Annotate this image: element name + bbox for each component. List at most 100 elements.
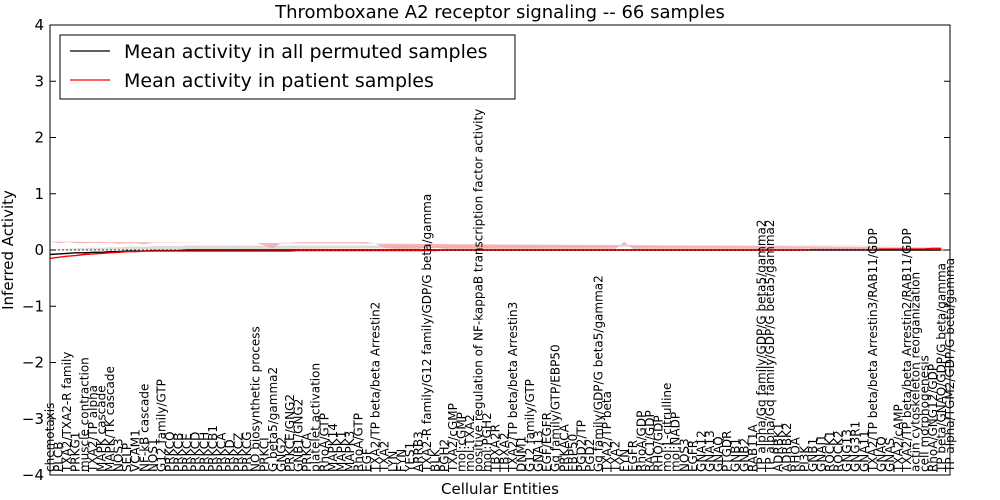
x-tick-label: TXA2/TXA2-R family (60, 352, 74, 473)
x-tick-label: PI3K (797, 445, 811, 472)
x-tick-label: VCAM1 (129, 429, 143, 472)
x-tick-label: RhoA/GDP (634, 411, 648, 472)
y-tick-label: −2 (22, 354, 44, 372)
x-tick-label: GNG3R1 (849, 421, 863, 472)
x-tick-label: GNG2 (274, 437, 288, 472)
x-tick-label: TXA2-R family/G12 family/GDP/G beta/gamm… (420, 194, 434, 473)
x-tick-label: TXA2/cGMP (446, 403, 460, 473)
y-tick-label: 4 (34, 16, 44, 34)
x-tick-label: TXA2/TP beta/beta Arrestin3/RAB11/GDP (866, 228, 880, 473)
chart-title: Thromboxane A2 receptor signaling -- 66 … (274, 2, 725, 23)
x-tick-label: mol:cGMP (454, 412, 468, 472)
x-tick-label: TXA2/cAMP (892, 404, 906, 473)
x-tick-label: GNB1/GNG2 (292, 399, 306, 472)
x-tick-label: TXA2/TP beta/beta Arrestin2/RAB11/GDP (900, 228, 914, 473)
x-tick-label: Gq family/GDP/G beta5/gamma2 (592, 275, 606, 472)
legend-label-patient: Mean activity in patient samples (124, 70, 434, 92)
x-tick-label: RAB11A (746, 423, 760, 472)
x-tick-label: GNA12 (694, 430, 708, 472)
x-tick-label: mol:L-citrulline (660, 383, 674, 472)
x-tick-label: RhoA/GTP (352, 413, 366, 472)
x-tick-label: G12 family/GTP (523, 379, 537, 472)
x-tick-label: TXA2/TP beta/beta Arrestin3 (506, 302, 520, 473)
x-tick-label: MAPK1 (334, 431, 348, 472)
x-tick-label: PRKCB (172, 433, 186, 472)
x-tick-label: PRKCZ (232, 433, 246, 472)
x-tick-label: cell morphogenesis (917, 355, 931, 472)
x-tick-label: PTGDR (720, 431, 734, 472)
x-tick-label: GNB1 (806, 438, 820, 472)
x-tick-label: FYN (617, 449, 631, 472)
x-tick-label: PRKCH (197, 432, 211, 472)
y-axis-label: Inferred Activity (0, 190, 17, 310)
x-tick-label: NOS3 (677, 438, 691, 472)
band-patient (50, 241, 942, 249)
x-tick-label: TXA2 (377, 441, 391, 473)
x-tick-label: TP alpha/Gq family/GDP/G beta5/gamma2 (754, 219, 768, 473)
x-tick-label: GNB1 (729, 438, 743, 472)
x-tick-label: GNAS (883, 438, 897, 472)
x-tick-label: GNA11 (857, 430, 871, 472)
x-tick-label: G beta5/gamma2 (266, 367, 280, 472)
x-tick-label: RAC1/GDP (643, 410, 657, 472)
x-tick-label: GNAI1 (814, 434, 828, 472)
x-tick-label: G12 family/GTP (154, 379, 168, 472)
x-tick-label: MAPK cascade (94, 385, 108, 472)
x-tick-label: TBXA2R (489, 424, 503, 473)
x-tick-label: PGD2 (583, 439, 597, 472)
x-tick-label: ADRBK2 (780, 422, 794, 472)
legend-box (59, 34, 516, 100)
x-tick-label: GNAQ (874, 436, 888, 472)
x-tick-label: TP alpha/Gq family/GDP/G beta5/gamma2 (763, 219, 777, 473)
x-tick-label: mol:PGH2 (480, 412, 494, 472)
y-tick-label: 2 (34, 129, 44, 147)
y-tick-label: −4 (22, 466, 44, 484)
x-tick-label: PGH2 (437, 439, 451, 472)
x-tick-label: GNAQ (712, 436, 726, 472)
y-tick-label: −1 (22, 297, 44, 315)
x-tick-label: LYN (386, 451, 400, 472)
x-tick-label: PRKCG (240, 431, 254, 471)
x-tick-label: ROCK2 (832, 430, 846, 472)
x-tick-label: mol:TXA2 (463, 414, 477, 472)
x-tick-label: PRKCA (300, 432, 314, 472)
y-tick-label: −3 (22, 410, 44, 428)
x-tick-label: EBP50 (566, 434, 580, 472)
x-tick-label: PLCB (52, 441, 66, 472)
legend: Mean activity in all permuted samples Me… (59, 34, 516, 100)
x-tick-label: mol:NADP (669, 412, 683, 472)
x-tick-label: RhoA/GTP (317, 413, 331, 472)
x-tick-label: PRKG1 (69, 432, 83, 472)
x-tick-label: PRKCD (189, 432, 203, 472)
x-tick-label: EGFR (626, 440, 640, 472)
x-tick-label: GNB2 (737, 438, 751, 472)
x-tick-label: PRKCE (180, 433, 194, 472)
x-tick-label: muscle contraction (77, 357, 91, 472)
x-tick-label: ARRB3 (412, 431, 426, 472)
x-tick-label: PRKCA (214, 432, 228, 472)
x-tick-label: platelet activation (309, 363, 323, 472)
x-tick-label: MAPK3 (343, 431, 357, 472)
x-tick-label: TP alpha/TGM2/GDP/G beta/gamma (943, 258, 957, 473)
x-tick-label: MAPK/TK cascade (103, 366, 117, 472)
y-tick-label: 0 (34, 241, 44, 259)
x-tick-label: GNG13 (840, 429, 854, 472)
x-tick-label: PRKCE/GNG2 (283, 394, 297, 472)
x-tick-label: BLK (429, 448, 443, 472)
x-tick-label: MAPK14 (326, 423, 340, 472)
x-tick-label: NOS3 (112, 438, 126, 472)
x-tick-label: PRKCQ (163, 431, 177, 472)
x-tick-label: RHO/GDP (652, 415, 666, 472)
x-tick-label: TXA2/TP beta (600, 391, 614, 473)
x-tick-label: PRKACA (557, 423, 571, 472)
x-tick-label: GNA13 (532, 430, 546, 472)
x-tick-label: RHOA (789, 436, 803, 472)
y-tick-label: 1 (34, 185, 44, 203)
x-tick-label: NF-kB cascade (137, 384, 151, 472)
legend-label-permuted: Mean activity in all permuted samples (124, 41, 487, 63)
x-tick-label: EGFR (686, 440, 700, 472)
x-tick-label: EGF (360, 448, 374, 472)
x-tick-label: ROCK1 (823, 430, 837, 472)
x-tick-label: positive regulation of NF-kappaB transcr… (472, 109, 486, 472)
